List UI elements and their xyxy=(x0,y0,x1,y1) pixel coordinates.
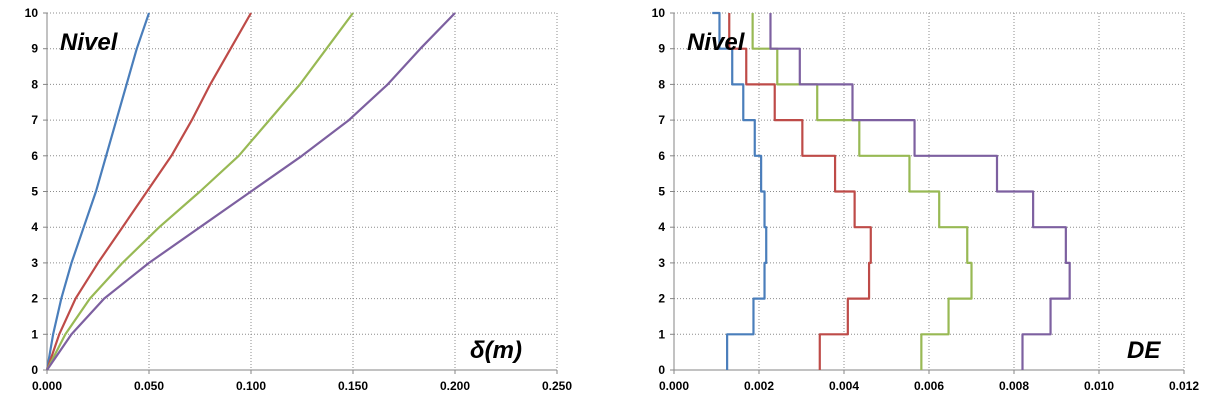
x-tick-label: 0.200 xyxy=(440,379,470,393)
y-tick-label: 7 xyxy=(31,113,38,127)
quantity-annotation: DE xyxy=(1127,337,1161,364)
y-tick-label: 9 xyxy=(658,42,665,56)
y-tick-label: 9 xyxy=(31,42,38,56)
series-line-blue xyxy=(712,11,768,370)
y-tick-label: 0 xyxy=(31,363,38,377)
y-tick-label: 3 xyxy=(658,256,665,270)
level-annotation: Nivel xyxy=(60,29,119,56)
x-tick-label: 0.250 xyxy=(542,379,572,393)
series-line-green xyxy=(46,12,354,371)
y-tick-label: 6 xyxy=(658,149,665,163)
series-line-red xyxy=(728,13,872,370)
y-tick-label: 8 xyxy=(658,77,665,91)
x-tick-label: 0.050 xyxy=(134,379,164,393)
x-tick-label: 0.008 xyxy=(999,379,1029,393)
y-tick-label: 0 xyxy=(658,363,665,377)
x-tick-label: 0.100 xyxy=(236,379,266,393)
quantity-annotation: δ(m) xyxy=(470,337,522,364)
x-tick-label: 0.006 xyxy=(914,379,944,393)
y-tick-label: 4 xyxy=(658,220,665,234)
drift-chart: 0.000 0.002 0.004 0.006 0.008 0.010 0.012 0 1 2 3 4… xyxy=(652,6,1200,393)
y-tick-label: 5 xyxy=(658,185,665,199)
level-annotation: Nivel xyxy=(687,29,746,56)
y-tick-label: 10 xyxy=(652,6,666,20)
x-tick-label: 0.000 xyxy=(659,379,689,393)
x-tick-label: 0.010 xyxy=(1084,379,1114,393)
y-tick-label: 7 xyxy=(658,113,665,127)
series-line-blue xyxy=(45,12,151,371)
x-tick-label: 0.150 xyxy=(338,379,368,393)
x-tick-label: 0.012 xyxy=(1169,379,1199,393)
y-tick-label: 10 xyxy=(25,6,39,20)
series-line-red xyxy=(45,12,252,371)
y-tick-label: 6 xyxy=(31,149,38,163)
y-tick-label: 8 xyxy=(31,77,38,91)
x-tick-label: 0.004 xyxy=(829,379,859,393)
y-tick-label: 3 xyxy=(31,256,38,270)
series-line-purple xyxy=(46,12,456,371)
deflection-chart: 0.000 0.050 0.100 0.150 0.200 0.250 0 1 2 3 4 5 6 7 8 9… xyxy=(25,6,573,393)
y-tick-label: 1 xyxy=(658,327,665,341)
y-tick-label: 1 xyxy=(31,327,38,341)
y-tick-label: 2 xyxy=(658,292,665,306)
y-tick-label: 4 xyxy=(31,220,38,234)
x-tick-label: 0.002 xyxy=(744,379,774,393)
y-tick-label: 5 xyxy=(31,185,38,199)
series-line-purple xyxy=(769,13,1071,370)
series-line-green xyxy=(751,13,973,370)
x-tick-label: 0.000 xyxy=(32,379,62,393)
y-tick-label: 2 xyxy=(31,292,38,306)
